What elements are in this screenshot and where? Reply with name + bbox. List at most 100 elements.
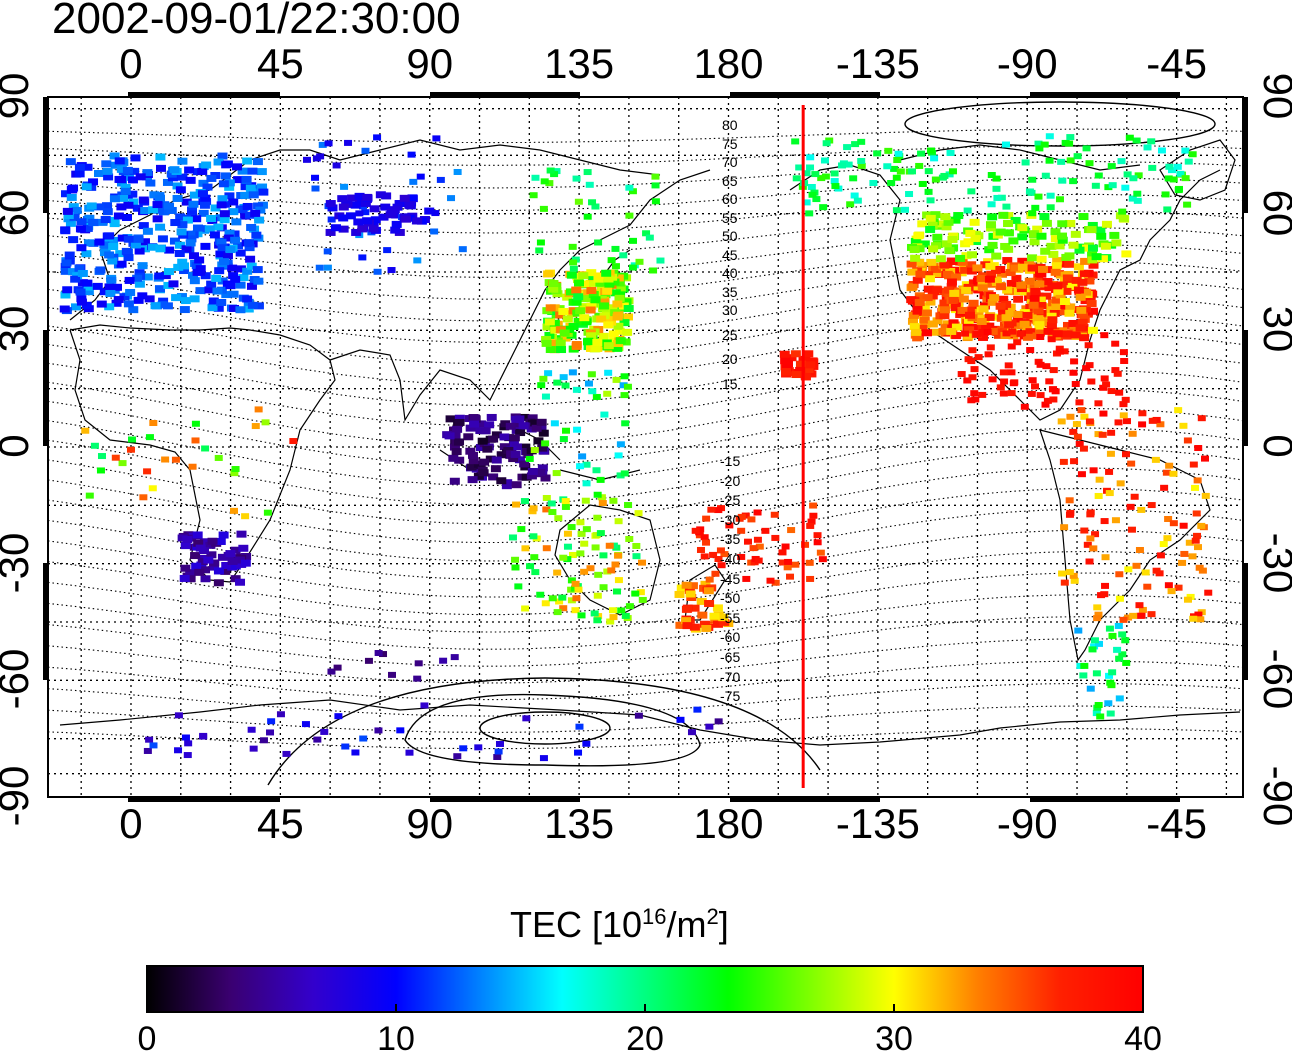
tec-cell bbox=[1082, 145, 1091, 152]
tec-cell bbox=[148, 485, 157, 492]
tec-cell bbox=[1045, 133, 1054, 140]
tec-cell bbox=[718, 614, 729, 622]
tec-cell bbox=[1016, 330, 1025, 337]
tec-cell bbox=[185, 569, 196, 577]
tec-cell bbox=[124, 276, 135, 284]
mlat-label: 30 bbox=[722, 302, 738, 318]
tec-cell bbox=[92, 282, 103, 290]
tec-cell bbox=[1005, 269, 1016, 277]
tec-cell bbox=[1094, 172, 1103, 179]
tec-cell bbox=[1164, 175, 1173, 182]
tec-cell bbox=[977, 333, 988, 341]
tec-cell bbox=[208, 297, 219, 305]
tec-cell bbox=[619, 382, 628, 389]
tec-cell bbox=[320, 728, 329, 735]
tec-cell bbox=[569, 259, 578, 266]
tec-cell bbox=[237, 167, 248, 175]
tec-cell bbox=[230, 470, 239, 477]
tec-cell bbox=[252, 158, 263, 166]
tec-cell bbox=[968, 299, 979, 307]
tec-cell bbox=[75, 225, 86, 233]
tec-cell bbox=[1028, 301, 1039, 309]
tec-cell bbox=[940, 323, 951, 331]
tec-cell bbox=[907, 317, 918, 325]
tec-cell bbox=[1062, 274, 1073, 282]
north-pole-contour bbox=[904, 101, 1216, 147]
tec-cell bbox=[702, 539, 711, 546]
tec-cell bbox=[84, 214, 95, 222]
tec-cell bbox=[475, 444, 486, 452]
tec-cell bbox=[454, 456, 465, 464]
mlat-label: -30 bbox=[720, 511, 741, 528]
lon-tick-label-top: -90 bbox=[996, 40, 1058, 87]
tec-cell bbox=[197, 167, 208, 175]
lat-tick-label-right: -30 bbox=[1255, 532, 1292, 593]
tec-cell bbox=[1002, 257, 1013, 265]
tec-cell bbox=[1046, 312, 1057, 320]
tec-cell bbox=[582, 740, 591, 747]
tec-cell bbox=[1067, 282, 1078, 290]
tec-cell bbox=[459, 745, 468, 752]
tec-cell bbox=[1197, 415, 1206, 422]
tec-cell bbox=[1051, 388, 1060, 395]
tec-cell bbox=[142, 169, 153, 177]
tec-cell bbox=[68, 203, 79, 211]
tec-cell bbox=[1036, 361, 1045, 368]
tec-cell bbox=[155, 164, 166, 172]
tec-cell bbox=[169, 166, 180, 174]
tec-cell bbox=[473, 472, 484, 480]
tec-cell bbox=[140, 207, 151, 215]
tec-cell bbox=[219, 210, 230, 218]
tec-cell bbox=[976, 317, 987, 325]
tec-cell bbox=[1057, 236, 1068, 244]
tec-cell bbox=[150, 302, 161, 310]
tec-cell bbox=[243, 305, 254, 313]
tec-cell bbox=[155, 245, 166, 253]
tec-cell bbox=[61, 259, 72, 267]
tec-cell bbox=[553, 569, 562, 576]
tec-cell bbox=[555, 339, 566, 347]
tec-cell bbox=[341, 743, 350, 750]
mlat-label: 55 bbox=[722, 209, 738, 226]
tec-cell bbox=[374, 727, 383, 734]
tec-cell bbox=[235, 265, 246, 273]
tec-cell bbox=[175, 213, 186, 221]
tec-cell bbox=[540, 474, 551, 482]
tec-cell bbox=[360, 199, 371, 207]
tec-cell bbox=[1156, 552, 1165, 559]
tec-cell bbox=[222, 252, 233, 260]
tec-cell bbox=[155, 153, 166, 161]
tec-cell bbox=[986, 280, 997, 288]
tec-cell bbox=[68, 236, 79, 244]
tec-cell bbox=[1191, 537, 1200, 544]
tec-cell bbox=[209, 559, 220, 567]
tec-cell bbox=[93, 170, 104, 178]
tec-cell bbox=[1077, 278, 1088, 286]
lon-tick-label-bottom: 45 bbox=[257, 800, 304, 847]
tec-cell bbox=[369, 205, 380, 213]
tec-cell bbox=[179, 262, 190, 270]
tec-cell bbox=[327, 204, 338, 212]
tec-cell bbox=[219, 216, 230, 224]
tec-cell bbox=[909, 246, 920, 254]
tec-cell bbox=[1085, 362, 1094, 369]
tec-cell bbox=[1017, 257, 1028, 265]
tec-cell bbox=[499, 443, 510, 451]
tec-cell bbox=[505, 422, 516, 430]
tec-cell bbox=[200, 272, 211, 280]
tec-cell bbox=[191, 562, 202, 570]
tec-cell bbox=[965, 229, 976, 237]
tec-cell bbox=[588, 388, 597, 395]
tec-cell bbox=[261, 419, 270, 426]
tec-cell bbox=[590, 610, 599, 617]
tec-cell bbox=[197, 190, 208, 198]
tec-cell bbox=[1069, 572, 1078, 579]
tec-cell bbox=[1080, 413, 1089, 420]
tec-cell bbox=[753, 509, 762, 516]
tec-cell bbox=[282, 750, 291, 757]
tec-cell bbox=[1017, 233, 1028, 241]
tec-cell bbox=[220, 172, 231, 180]
tec-cell bbox=[616, 472, 625, 479]
tec-cell bbox=[753, 536, 762, 543]
tec-cell bbox=[1165, 163, 1174, 170]
